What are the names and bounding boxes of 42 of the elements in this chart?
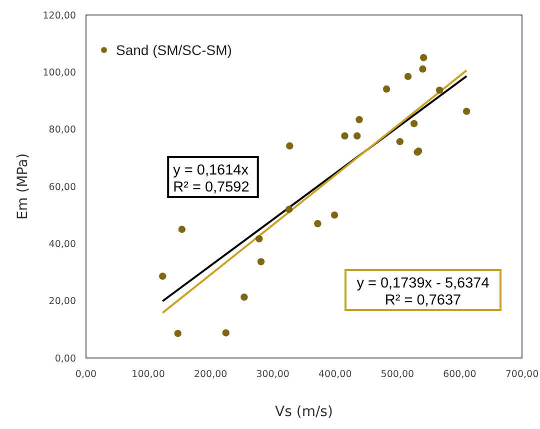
point [159, 272, 166, 280]
point [410, 120, 418, 128]
point [462, 108, 470, 115]
point [436, 86, 444, 94]
x-tick-label: 600,00 [443, 369, 476, 380]
point [178, 226, 186, 233]
point [382, 85, 390, 93]
y-tick-label: 40,00 [48, 238, 76, 250]
point [257, 258, 265, 266]
annotation: y = 0,1614x R² = 0,7592 [173, 162, 250, 196]
legend-label: Sand (SM/SC-SM) [116, 42, 232, 58]
point [420, 54, 428, 62]
point [354, 132, 361, 140]
point [256, 235, 263, 242]
point [222, 329, 230, 336]
x-tick-label: 0,00 [75, 369, 97, 380]
y-tick-label: 20,00 [48, 296, 76, 308]
point [240, 294, 248, 301]
point [404, 72, 412, 80]
annotation: y = 0,1739x - 5,6374 R² = 0,7637 [356, 276, 490, 308]
x-tick-label: 700,00 [505, 369, 539, 380]
point [174, 330, 182, 338]
point [356, 116, 363, 124]
point [330, 211, 338, 219]
point [285, 206, 293, 213]
y-tick-label: 120,00 [42, 10, 76, 22]
point [341, 132, 348, 140]
point [286, 142, 294, 150]
y-tick-label: 0,00 [54, 353, 76, 364]
y-tick-label: 100,00 [42, 67, 76, 78]
x-tick-label: 400,00 [318, 369, 352, 380]
y-tick-label: 80,00 [48, 124, 76, 136]
x-tick-label: 500,00 [380, 369, 414, 380]
x-tick-label: 200,00 [194, 369, 228, 380]
x-tick-label: 100,00 [132, 369, 165, 380]
point [314, 220, 322, 228]
y-tick-label: 60,00 [48, 182, 76, 193]
point [419, 65, 426, 73]
x-tick-label: 300,00 [256, 369, 290, 380]
point [396, 138, 404, 146]
y-axis-title: Em (MPa) [15, 153, 31, 220]
x-axis-title: Vs (m/s) [275, 404, 333, 420]
